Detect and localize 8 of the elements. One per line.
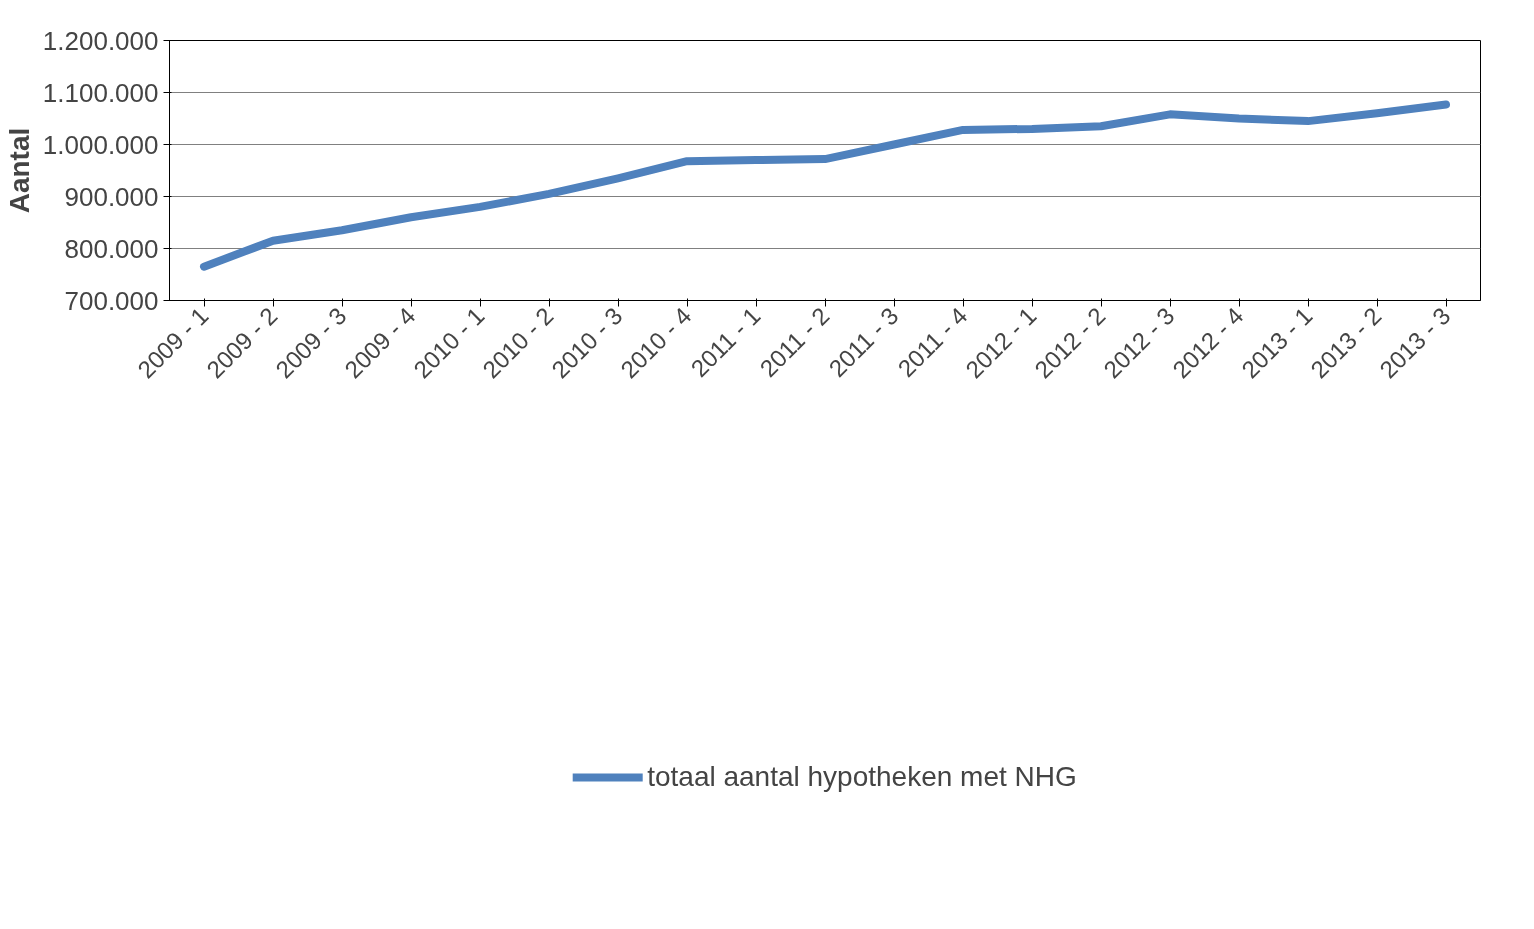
y-tick-label: 900.000 [64, 181, 159, 212]
y-tick-label: 700.000 [64, 285, 159, 316]
legend-label: totaal aantal hypotheken met NHG [647, 761, 1077, 793]
y-tick-label: 1.000.000 [42, 129, 159, 160]
y-tick-label: 800.000 [64, 233, 159, 264]
y-axis-title: Aantal [3, 127, 35, 214]
y-tick-label: 1.200.000 [42, 25, 159, 56]
y-tick-label: 1.100.000 [42, 77, 159, 108]
